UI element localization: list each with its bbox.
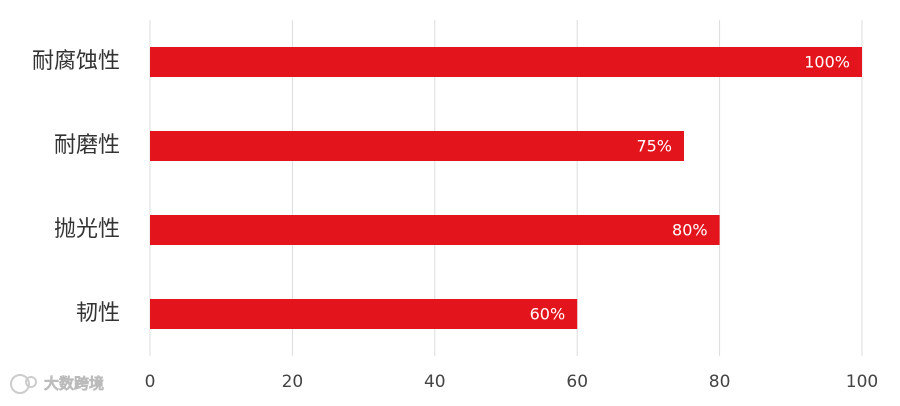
- bar: [150, 215, 720, 245]
- value-label: 100%: [804, 53, 850, 72]
- bar: [150, 47, 862, 77]
- y-tick-label: 韧性: [76, 301, 120, 326]
- x-tick-label: 60: [566, 372, 588, 392]
- y-tick-label: 抛光性: [54, 217, 120, 242]
- y-tick-label: 耐腐蚀性: [32, 49, 120, 74]
- x-tick-label: 80: [709, 372, 731, 392]
- bar: [150, 131, 684, 161]
- value-label: 60%: [530, 305, 566, 324]
- x-tick-label: 20: [282, 372, 304, 392]
- value-label: 80%: [672, 221, 708, 240]
- y-tick-label: 耐磨性: [54, 133, 120, 158]
- watermark: 大数跨境: [44, 375, 104, 393]
- bar: [150, 299, 578, 329]
- x-tick-label: 100: [846, 372, 878, 392]
- watermark-logo: [10, 374, 37, 394]
- x-tick-label: 0: [145, 372, 156, 392]
- value-label: 75%: [636, 137, 672, 156]
- x-tick-label: 40: [424, 372, 446, 392]
